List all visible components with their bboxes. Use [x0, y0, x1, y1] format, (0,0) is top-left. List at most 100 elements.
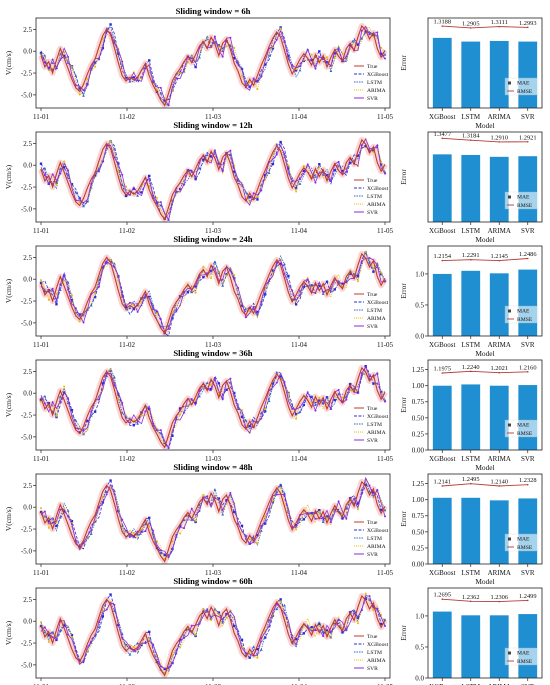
mae-bar-svr	[518, 614, 538, 678]
rmse-value-label: 1.2154	[433, 253, 451, 260]
y-tick-label: 1.00	[412, 496, 425, 504]
point-xgboost	[217, 497, 220, 500]
x-category-label: XGBoost	[429, 113, 456, 121]
point-arima	[271, 499, 274, 502]
legend-label-xgboost: XGBoost	[367, 300, 389, 306]
point-svr	[82, 89, 85, 92]
point-svr	[59, 400, 62, 403]
point-xgboost	[349, 43, 352, 47]
rmse-value-label: 1.2140	[490, 478, 508, 485]
point-svr	[74, 649, 77, 652]
panel-title: Sliding window = 6h	[176, 6, 251, 16]
y-tick-label: -2.5	[21, 639, 33, 647]
point-svr	[43, 510, 46, 513]
point-svr	[175, 533, 178, 536]
point-svr	[159, 549, 162, 552]
point-lstm	[43, 54, 47, 57]
point-xgboost	[279, 262, 282, 265]
point-arima	[333, 507, 336, 510]
y-axis-label: V(cm/s)	[4, 278, 13, 303]
point-xgboost	[233, 170, 236, 174]
point-svr	[345, 398, 348, 401]
point-xgboost	[349, 383, 352, 386]
x-tick-label: 11-03	[205, 455, 222, 463]
series-svr-line	[40, 476, 386, 559]
point-lstm	[329, 289, 333, 292]
true-glow-band	[38, 592, 388, 679]
point-arima	[70, 65, 73, 68]
rmse-value-label: 1.2495	[462, 476, 480, 483]
point-xgboost	[341, 282, 344, 285]
point-svr	[221, 618, 224, 621]
point-lstm	[113, 609, 116, 612]
rmse-value-label: 1.3111	[491, 19, 508, 26]
point-svr	[229, 269, 232, 272]
point-svr	[121, 60, 124, 63]
point-svr	[90, 410, 93, 413]
point-arima	[55, 293, 58, 296]
point-xgboost	[39, 162, 43, 165]
point-svr	[175, 310, 178, 313]
point-arima	[63, 507, 66, 510]
point-svr	[159, 429, 162, 432]
point-svr	[43, 174, 46, 177]
rmse-point	[498, 25, 501, 28]
mae-bar-lstm	[461, 41, 481, 108]
point-lstm	[136, 641, 140, 645]
point-svr	[97, 398, 100, 401]
legend-label-true: True	[367, 64, 378, 70]
point-svr	[198, 510, 201, 513]
x-category-label: SVR	[521, 227, 535, 235]
point-svr	[206, 608, 209, 611]
point-svr	[283, 493, 286, 496]
point-xgboost	[163, 553, 166, 557]
point-xgboost	[117, 393, 120, 396]
point-svr	[213, 267, 216, 270]
x-tick-label: 11-02	[119, 227, 136, 235]
point-arima	[264, 408, 267, 411]
point-lstm	[298, 410, 302, 413]
point-svr	[275, 261, 278, 264]
y-axis-label: Error	[399, 55, 408, 71]
point-lstm	[267, 618, 271, 622]
y-axis-label: V(cm/s)	[4, 164, 13, 189]
point-xgboost	[256, 310, 259, 314]
x-category-label: SVR	[521, 113, 535, 121]
y-tick-label: 0.5	[415, 643, 424, 651]
point-svr	[244, 535, 247, 538]
mae-bar-svr	[518, 385, 538, 450]
point-xgboost	[372, 382, 375, 385]
point-xgboost	[55, 303, 58, 306]
x-tick-label: 11-05	[377, 113, 394, 121]
rmse-value-label: 1.2910	[490, 134, 508, 141]
point-xgboost	[117, 623, 120, 627]
point-svr	[51, 401, 54, 404]
point-svr	[213, 35, 216, 38]
point-xgboost	[240, 638, 244, 641]
y-tick-label: 0.25	[412, 430, 425, 438]
point-svr	[368, 484, 371, 487]
point-svr	[229, 377, 232, 380]
point-lstm	[283, 262, 286, 266]
point-svr	[105, 372, 108, 375]
point-arima	[179, 532, 182, 535]
point-svr	[221, 278, 224, 281]
point-lstm	[259, 411, 263, 415]
point-xgboost	[148, 59, 151, 62]
point-svr	[360, 372, 363, 375]
x-category-label: LSTM	[461, 227, 480, 235]
legend-label-mae: MAE	[517, 651, 530, 657]
point-svr	[291, 636, 294, 639]
point-xgboost	[86, 419, 89, 423]
point-lstm	[89, 303, 93, 307]
point-arima	[202, 386, 205, 389]
rmse-point	[469, 258, 472, 261]
point-svr	[337, 48, 340, 51]
mae-bar-arima	[489, 500, 509, 564]
legend-label-svr: SVR	[367, 324, 378, 330]
x-category-label: LSTM	[461, 113, 480, 121]
point-lstm	[236, 179, 240, 183]
point-lstm	[221, 512, 225, 516]
point-xgboost	[101, 615, 105, 618]
x-tick-label: 11-04	[291, 455, 308, 463]
